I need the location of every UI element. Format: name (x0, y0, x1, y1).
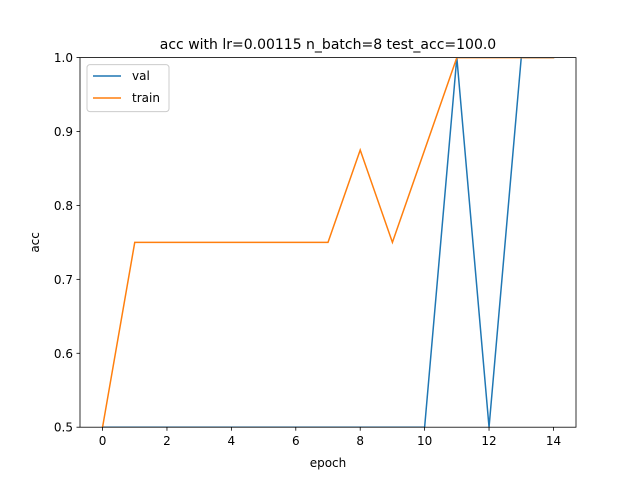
y-tick-label: 0.9 (54, 125, 73, 139)
y-tick-label: 0.8 (54, 199, 73, 213)
x-tick-label: 0 (99, 434, 107, 448)
legend-label-val: val (132, 69, 150, 83)
x-tick-label: 2 (163, 434, 171, 448)
x-tick-label: 12 (481, 434, 496, 448)
y-tick-label: 0.5 (54, 421, 73, 435)
x-tick-label: 6 (292, 434, 300, 448)
x-tick-label: 10 (417, 434, 432, 448)
y-tick-label: 0.6 (54, 347, 73, 361)
series-line-train (101, 57, 555, 428)
legend-label-train: train (132, 91, 160, 105)
plot-frame (79, 57, 577, 428)
y-tick-label: 1.0 (54, 51, 73, 65)
x-tick-label: 4 (228, 434, 236, 448)
x-tick-label: 8 (356, 434, 364, 448)
chart-title: acc with lr=0.00115 n_batch=8 test_acc=1… (160, 37, 496, 53)
x-axis-label: epoch (310, 456, 347, 470)
legend: val train (86, 64, 170, 113)
y-axis-label: acc (28, 232, 42, 253)
series-layer (101, 57, 555, 428)
y-tick-label: 0.7 (54, 273, 73, 287)
ticks-layer: 0 2 4 6 8 10 12 14 0.5 0.6 0.7 0.8 0.9 1.0 (54, 51, 561, 448)
series-line-val (101, 57, 555, 428)
x-tick-label: 14 (546, 434, 561, 448)
